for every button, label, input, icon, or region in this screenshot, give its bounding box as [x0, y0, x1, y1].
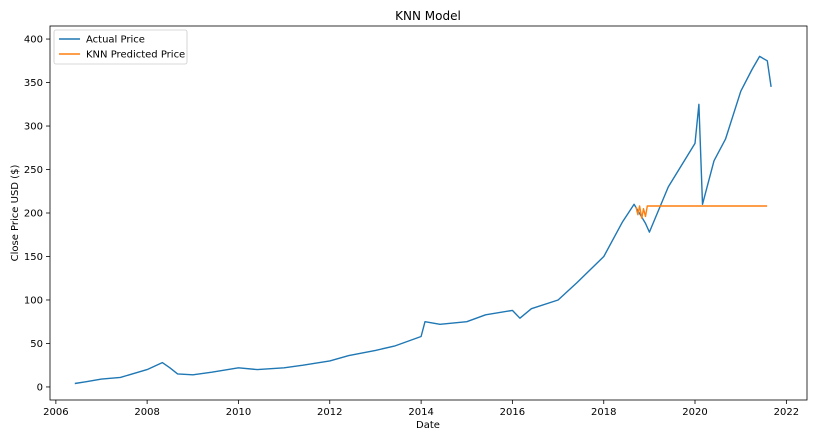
x-axis-label: Date [416, 420, 440, 431]
x-tick-label: 2018 [591, 407, 616, 418]
plot-area [50, 26, 807, 400]
x-tick-label: 2010 [226, 407, 251, 418]
series-layer [74, 55, 772, 385]
x-axis: 2006 2008 2010 2012 2014 2016 2018 2020 2022 [43, 400, 799, 418]
plot-frame [49, 25, 808, 401]
y-tick-label: 300 [24, 122, 43, 133]
x-tick-label: 2022 [774, 407, 799, 418]
y-axis-label: Close Price USD ($) [10, 165, 21, 262]
x-tick-label: 2014 [408, 407, 433, 418]
y-tick-label: 150 [24, 252, 43, 263]
y-tick-label: 250 [24, 165, 43, 176]
x-tick-label: 2006 [43, 407, 68, 418]
x-tick-label: 2020 [682, 407, 707, 418]
legend: Actual Price KNN Predicted Price [53, 29, 188, 65]
y-axis: 0 50 100 150 200 250 300 350 400 [24, 35, 50, 393]
y-tick-label: 400 [24, 35, 43, 46]
legend-label: Actual Price [86, 35, 145, 46]
x-tick-label: 2016 [500, 407, 525, 418]
y-tick-label: 50 [30, 339, 43, 350]
legend-box [53, 29, 188, 65]
x-tick-label: 2012 [317, 407, 342, 418]
y-tick-label: 100 [24, 295, 43, 306]
y-tick-label: 350 [24, 78, 43, 89]
x-tick-label: 2008 [134, 407, 159, 418]
y-tick-label: 200 [24, 209, 43, 220]
knn-predicted-price-line [635, 205, 768, 219]
actual-price-line [74, 55, 772, 385]
y-tick-label: 0 [37, 382, 43, 393]
chart-title: KNN Model [395, 9, 461, 23]
legend-label: KNN Predicted Price [86, 50, 185, 61]
